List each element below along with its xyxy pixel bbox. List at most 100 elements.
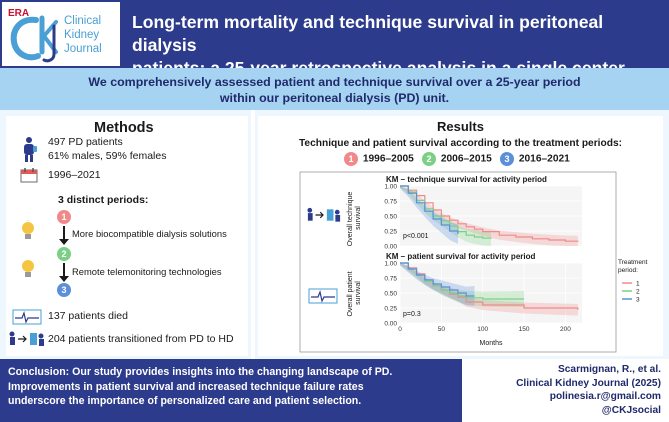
chart2-ylabel-line2: survival <box>355 281 362 305</box>
results-title: Results <box>437 119 484 134</box>
demographics: 61% males, 59% females <box>48 150 167 162</box>
period-3-label: 2016–2021 <box>518 153 570 165</box>
patient-bag-icon <box>24 137 37 162</box>
summary-banner: We comprehensively assessed patient and … <box>0 68 669 110</box>
chart1-ylabel-line1: Overall technique <box>347 192 354 247</box>
chart2-x-ticks: 0 50 100 150 200 <box>398 326 571 333</box>
conclusion-line1: Conclusion: Our study provides insights … <box>8 366 393 378</box>
period-2-circle: 2 <box>422 152 436 166</box>
legend-title: Treatment period: <box>618 259 649 274</box>
periods-heading: 3 distinct periods: <box>58 194 149 206</box>
period-1-circle: 1 <box>344 152 358 166</box>
series-line-1 <box>400 185 579 242</box>
km-charts: KM – technique survival for activity per… <box>299 171 649 353</box>
results-subtitle: Technique and patient survival according… <box>298 138 623 149</box>
results-panel: Results Technique and patient survival a… <box>258 116 663 356</box>
conclusion-line2: Improvements in patient survival and inc… <box>8 380 364 393</box>
x-tick-label: 0 <box>398 326 402 333</box>
series-line-3 <box>400 185 459 234</box>
citation-box: Scarmignan, R., et al. Clinical Kidney J… <box>462 359 669 422</box>
title-line1: Long-term mortality and technique surviv… <box>132 12 604 55</box>
arrow-down-icon <box>59 239 69 245</box>
ckj-logo-icon <box>10 15 58 63</box>
chart2-grid <box>399 262 582 324</box>
confidence-band-2 <box>400 186 491 246</box>
patients-count: 497 PD patients <box>48 136 123 148</box>
social-handle[interactable]: @CKJsocial <box>601 404 661 416</box>
legend-title-line1: Treatment <box>618 259 648 266</box>
journal-name: Clinical Kidney Journal <box>64 14 102 56</box>
period-2-badge: 2 <box>57 247 71 261</box>
pd-to-hd-icon <box>307 207 341 222</box>
chart2-title: KM – patient survival for activity perio… <box>386 252 535 261</box>
chart2-ylabel-line1: Overall patient <box>347 271 354 316</box>
conclusion-line3: underscore the importance of personalize… <box>8 395 362 407</box>
transition-1-text: More biocompatible dialysis solutions <box>72 228 227 239</box>
deaths-count: 137 patients died <box>48 310 128 322</box>
chart2-series <box>400 262 579 310</box>
period-legend-2: 2 2006–2015 <box>422 152 492 166</box>
series-line-3 <box>400 262 475 297</box>
y-tick-label: 0.50 <box>384 214 397 221</box>
methods-panel: Methods 497 PD patients 61% males, 59% f… <box>6 116 248 356</box>
arrow-2-line <box>63 263 65 278</box>
y-tick-label: 0.25 <box>384 306 397 313</box>
conclusion-box: Conclusion: Our study provides insights … <box>0 359 462 422</box>
x-tick-label: 100 <box>477 326 488 333</box>
legend-title-line2: period: <box>618 267 638 274</box>
chart1-y-ticks: 0.00 0.25 0.50 0.75 1.00 <box>384 184 397 251</box>
journal-name-line2: Kidney <box>64 29 100 41</box>
period-legend-3: 3 2016–2021 <box>500 152 570 166</box>
y-tick-label: 1.00 <box>384 184 397 191</box>
summary-line1: We comprehensively assessed patient and … <box>88 75 581 89</box>
chart2-y-ticks: 0.00 0.25 0.50 0.75 1.00 <box>384 261 397 328</box>
chart1-pvalue: p<0.001 <box>403 233 429 240</box>
chart1-ylabel: Overall technique survival <box>347 190 362 246</box>
period-2-label: 2006–2015 <box>440 153 492 165</box>
header: ERA Clinical Kidney Journal Long-term mo… <box>0 0 669 78</box>
y-tick-label: 0.00 <box>384 244 397 251</box>
calendar-icon <box>20 168 38 183</box>
journal-logo: ERA Clinical Kidney Journal <box>2 2 120 66</box>
period-1-label: 1996–2005 <box>362 153 414 165</box>
chart1-ylabel-line2: survival <box>355 206 362 230</box>
citation-journal: Clinical Kidney Journal (2025) <box>516 377 661 389</box>
y-tick-label: 0.25 <box>384 229 397 236</box>
arrow-1-line <box>63 226 65 241</box>
y-tick-label: 0.50 <box>384 291 397 298</box>
chart-legend: 123 <box>622 281 640 304</box>
journal-name-line1: Clinical <box>64 15 102 27</box>
period-3-circle: 3 <box>500 152 514 166</box>
lightbulb-icon <box>22 260 34 277</box>
y-tick-label: 0.75 <box>384 199 397 206</box>
transition-count: 204 patients transitioned from PD to HD <box>48 333 234 345</box>
chart2-ylabel: Overall patient survival <box>347 269 362 316</box>
y-tick-label: 0.75 <box>384 276 397 283</box>
era-badge: ERA <box>8 8 30 19</box>
study-years: 1996–2021 <box>48 169 101 181</box>
chart1-series <box>400 185 579 242</box>
pd-to-hd-icon <box>9 331 44 346</box>
lightbulb-icon <box>22 220 34 239</box>
legend-label-2: 2 <box>636 289 640 296</box>
period-1-badge: 1 <box>57 210 71 224</box>
legend-label-1: 1 <box>636 281 640 288</box>
chart1-title: KM – technique survival for activity per… <box>386 175 547 184</box>
chart2-xlabel: Months <box>480 340 503 347</box>
contact-email[interactable]: polinesia.r@gmail.com <box>549 391 661 402</box>
arrow-down-icon <box>59 276 69 282</box>
transition-2-text: Remote telemonitoring technologies <box>72 266 222 277</box>
ecg-monitor-icon <box>12 309 42 325</box>
journal-name-line3: Journal <box>64 43 102 55</box>
y-tick-label: 1.00 <box>384 261 397 268</box>
confidence-band-2 <box>400 263 525 307</box>
x-tick-label: 150 <box>519 326 530 333</box>
x-tick-label: 50 <box>438 326 446 333</box>
x-tick-label: 200 <box>560 326 571 333</box>
y-tick-label: 0.00 <box>384 321 397 328</box>
methods-title: Methods <box>94 120 154 136</box>
confidence-band-3 <box>400 186 458 244</box>
period-legend-1: 1 1996–2005 <box>344 152 414 166</box>
citation-author: Scarmignan, R., et al. <box>557 364 661 375</box>
